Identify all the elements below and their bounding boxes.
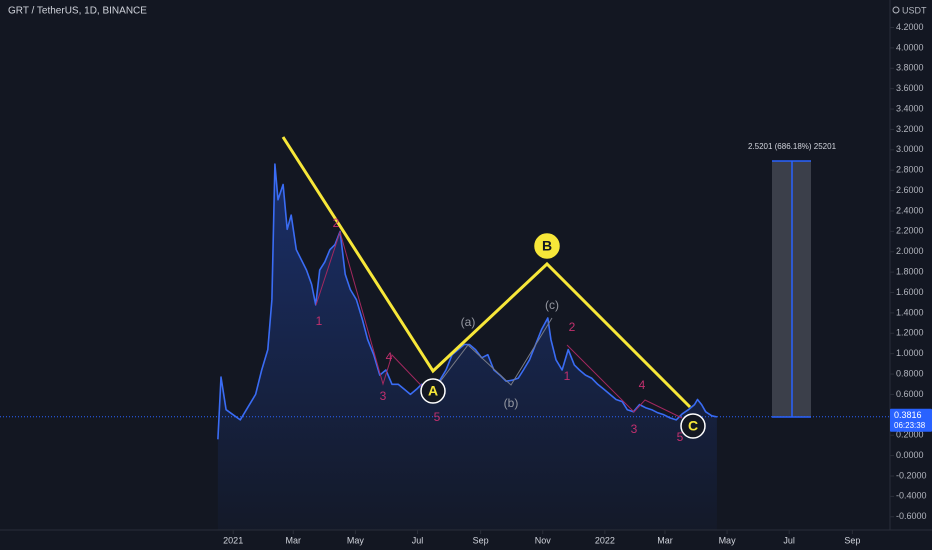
wave-annotation: 2 — [569, 320, 576, 334]
y-tick-label: 1.0000 — [896, 348, 924, 358]
y-tick-label: 4.0000 — [896, 42, 924, 52]
x-tick-label: Mar — [286, 535, 302, 545]
wave-circle — [534, 233, 560, 259]
wave-annotation: (b) — [504, 396, 519, 410]
y-tick-label: 2.8000 — [896, 165, 924, 175]
subwave-line — [566, 344, 683, 419]
x-tick-label: 2021 — [223, 535, 243, 545]
x-tick-label: Mar — [657, 535, 673, 545]
price-tag — [890, 408, 932, 432]
wave-circle — [420, 378, 446, 404]
x-tick-label: 2022 — [595, 535, 615, 545]
x-tick-label: May — [719, 535, 737, 545]
axes: 4.2000 4.0000 3.8000 3.6000 3.4000 3.2000 3.00… — [223, 22, 932, 545]
y-tick-label: 3.2000 — [896, 124, 924, 134]
x-tick-label: May — [347, 535, 365, 545]
unit-icon — [892, 6, 900, 14]
wave-circle — [680, 413, 706, 439]
y-tick-label: 0.0000 — [896, 450, 924, 460]
x-tick-label: Nov — [535, 535, 552, 545]
wave-annotation: 1 — [316, 314, 323, 328]
y-tick-label: 3.8000 — [896, 63, 924, 73]
wave-annotation: 4 — [386, 350, 393, 364]
y-tick-label: 3.0000 — [896, 144, 924, 154]
x-tick-label: Jul — [412, 535, 424, 545]
wave-label: C — [688, 418, 698, 434]
x-tick-label: Sep — [844, 535, 860, 545]
wave-label: A — [428, 383, 438, 399]
price-line — [217, 163, 718, 440]
y-tick-label: 1.4000 — [896, 307, 924, 317]
y-tick-label: 0.6000 — [896, 389, 924, 399]
y-tick-label: 1.6000 — [896, 287, 924, 297]
wave-annotation: 5 — [677, 430, 684, 444]
y-tick-label: 0.8000 — [896, 368, 924, 378]
y-tick-label: 3.4000 — [896, 103, 924, 113]
plot-area — [0, 163, 890, 530]
subwave-line — [432, 317, 553, 392]
subwave-line — [315, 230, 438, 403]
wave-annotation: 3 — [631, 422, 638, 436]
y-tick-label: 1.2000 — [896, 328, 924, 338]
y-tick-label: 2.6000 — [896, 185, 924, 195]
wave-annotation: (c) — [545, 298, 559, 312]
unit-label: USDT — [902, 5, 927, 15]
y-tick-label: 1.8000 — [896, 267, 924, 277]
y-tick-label: 2.4000 — [896, 205, 924, 215]
wave-annotation: 5 — [434, 410, 441, 424]
wave-annotation: (a) — [461, 315, 476, 329]
price-tag-countdown: 06:23:38 — [894, 421, 926, 430]
x-tick-label: Sep — [473, 535, 489, 545]
y-tick-label: 0.2000 — [896, 430, 924, 440]
wave-line — [281, 136, 692, 409]
y-tick-label: -0.6000 — [896, 511, 927, 521]
y-tick-label: 2.2000 — [896, 226, 924, 236]
wave-annotation: 1 — [564, 369, 571, 383]
x-tick-label: Jul — [783, 535, 795, 545]
wave-label: B — [542, 238, 552, 254]
y-tick-label: 4.2000 — [896, 22, 924, 32]
y-tick-label: 2.0000 — [896, 246, 924, 256]
y-tick-label: -0.2000 — [896, 470, 927, 480]
price-tag-value: 0.3816 — [894, 410, 922, 420]
y-tick-label: 3.6000 — [896, 83, 924, 93]
price-axis — [890, 0, 932, 550]
y-tick-label: -0.4000 — [896, 491, 927, 501]
measure-label: 2.5201 (686.18%) 25201 — [748, 142, 837, 151]
chart-title: GRT / TetherUS, 1D, BINANCE — [8, 6, 147, 17]
wave-annotation: 3 — [380, 389, 387, 403]
wave-annotation: 2 — [333, 216, 340, 230]
wave-annotation: 4 — [639, 378, 646, 392]
overlay: A B C (a) (b) (c) 1 2 3 4 5 1 2 3 4 5 — [316, 216, 706, 444]
